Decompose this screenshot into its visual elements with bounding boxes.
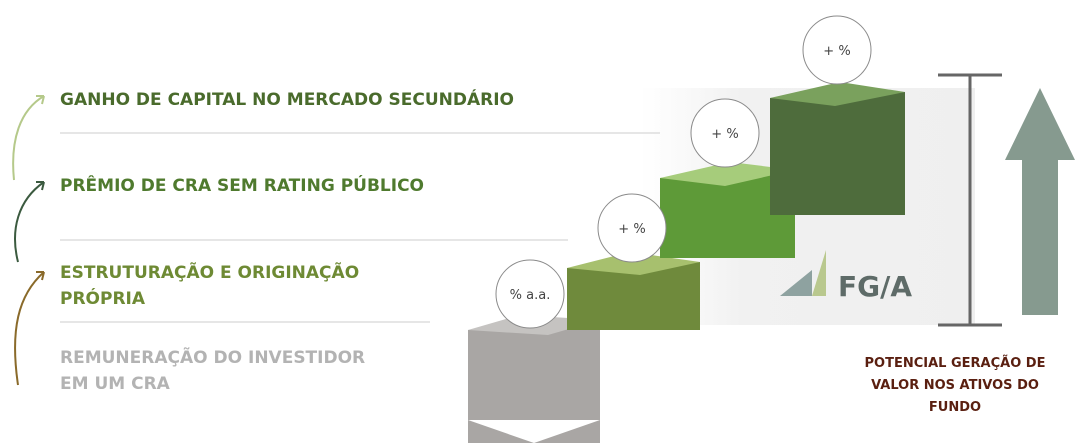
bracket — [938, 73, 1002, 327]
badge-text: % a.a. — [510, 288, 551, 303]
cube-dark — [770, 82, 905, 215]
caption: POTENCIAL GERAÇÃO DE — [865, 355, 1046, 371]
badge-text: + % — [823, 44, 850, 59]
up-arrow — [1005, 88, 1075, 315]
level-label: EM UM CRA — [60, 374, 171, 394]
caption: FUNDO — [929, 400, 981, 415]
badge-text: + % — [618, 222, 645, 237]
logo-text: FG/A — [838, 270, 912, 303]
level-label: GANHO DE CAPITAL NO MERCADO SECUNDÁRIO — [60, 88, 514, 110]
level-label: PRÊMIO DE CRA SEM RATING PÚBLICO — [60, 174, 424, 196]
cube-olive — [567, 252, 700, 330]
badge-text: + % — [711, 127, 738, 142]
cube-gray — [468, 315, 600, 443]
logo-mark — [780, 250, 826, 296]
cube-green — [660, 162, 795, 258]
caption: VALOR NOS ATIVOS DO — [871, 378, 1039, 393]
left-arrows — [12, 95, 45, 386]
level-label: PRÓPRIA — [60, 287, 146, 309]
level-label: REMUNERAÇÃO DO INVESTIDOR — [60, 345, 365, 368]
badge-circles — [495, 15, 872, 329]
level-label: ESTRUTURAÇÃO E ORIGINAÇÃO — [60, 260, 359, 283]
separators — [60, 132, 660, 323]
